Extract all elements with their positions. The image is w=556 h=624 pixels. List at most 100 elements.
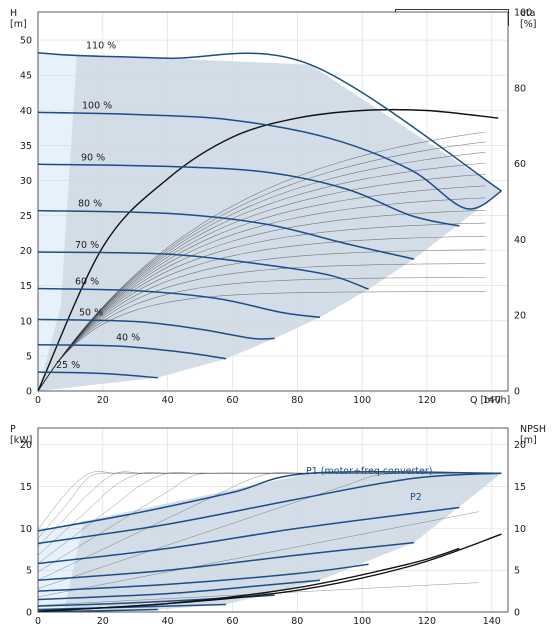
y-axis-label-right: eta [520, 8, 535, 19]
y-tick-label-right: 40 [514, 235, 526, 246]
efficiency-iso-curve [37, 263, 486, 392]
y-axis-label-left-unit: [kW] [10, 435, 32, 446]
x-tick-label: 140 [483, 395, 501, 406]
head-panel: 110 % 100 % 90 % 80 % 70 % 60 % 50 % 40 % 25 % 0 5… [10, 8, 536, 407]
speed-label: 110 % [86, 41, 116, 52]
efficiency-iso-curve [37, 197, 486, 392]
x-tick-label: 40 [162, 616, 174, 624]
y-tick-label-right: 15 [514, 482, 526, 493]
speed-label: 100 % [82, 100, 112, 111]
x-tick-label: 100 [353, 395, 371, 406]
speed-label: 40 % [116, 333, 140, 344]
y-tick-label-left: 5 [26, 351, 32, 362]
y-tick-label-right: 5 [514, 566, 520, 577]
speed-curve [37, 111, 502, 210]
speed-curve [37, 51, 502, 192]
power-curve [37, 563, 369, 592]
y-tick-label-left: 15 [20, 482, 32, 493]
npsh-curve [37, 547, 460, 612]
y-tick-label-right: 80 [514, 83, 526, 94]
efficiency-iso-curve [37, 291, 486, 392]
efficiency-iso-curve [37, 277, 486, 392]
y-tick-label-left: 30 [20, 176, 32, 187]
power-curve [37, 471, 502, 532]
power-iso-curve [37, 471, 479, 531]
efficiency-curve [37, 108, 499, 392]
efficiency-iso-curve [37, 131, 486, 392]
y-tick-label-left: 50 [20, 36, 32, 47]
y-tick-label-left: 45 [20, 71, 32, 82]
y-tick-label-left: 20 [20, 440, 32, 451]
plot-frame [37, 11, 509, 392]
power-curve [37, 608, 158, 613]
x-tick-label: 100 [353, 616, 371, 624]
y-tick-label-right: 60 [514, 159, 526, 170]
plot-frame [37, 427, 509, 613]
y-tick-label-right: 20 [514, 311, 526, 322]
y-tick-label-left: 0 [26, 387, 32, 398]
speed-label: 60 % [75, 277, 99, 288]
power-curve [37, 506, 460, 565]
speed-label: 25 % [56, 360, 80, 371]
x-tick-label: 20 [97, 395, 109, 406]
x-tick-label: 60 [226, 395, 238, 406]
power-curve [37, 594, 275, 607]
y-tick-label-left: 10 [20, 316, 32, 327]
x-tick-label: 140 [483, 616, 501, 624]
power-iso-curve [37, 511, 479, 598]
x-tick-label: 0 [35, 395, 41, 406]
y-axis-label-right: NPSH [520, 424, 546, 435]
x-tick-label: 120 [418, 616, 436, 624]
x-tick-label: 60 [226, 616, 238, 624]
power-curve [37, 579, 321, 601]
speed-label: 90 % [81, 152, 105, 163]
x-tick-label: 0 [35, 616, 41, 624]
x-tick-label: 40 [162, 395, 174, 406]
power-panel: P1 (motor+freq converter)P20510152005101… [10, 424, 546, 624]
speed-curve [37, 251, 369, 290]
low-flow-region-fill [38, 52, 77, 392]
speed-label: 70 % [75, 240, 99, 251]
x-tick-label: 120 [418, 395, 436, 406]
power-curve [37, 603, 227, 611]
efficiency-iso-curve [37, 141, 486, 392]
y-tick-label-left: 20 [20, 246, 32, 257]
y-axis-label-left: P [10, 424, 16, 435]
power-curve [37, 472, 502, 545]
y-tick-label-left: 5 [26, 566, 32, 577]
y-tick-label-left: 15 [20, 281, 32, 292]
speed-curve [37, 371, 158, 379]
speed-label: 80 % [78, 199, 102, 210]
speed-curve [37, 287, 321, 319]
efficiency-iso-curve [37, 209, 486, 392]
x-axis-label: Q [m³/h] [470, 395, 510, 406]
y-tick-label-left: 25 [20, 211, 32, 222]
efficiency-iso-curve [37, 249, 486, 392]
y-tick-label-right: 10 [514, 524, 526, 535]
operating-range-fill [38, 52, 502, 392]
efficiency-iso-curve [37, 222, 486, 392]
speed-label: 50 % [79, 307, 103, 318]
efficiency-iso-curve [37, 185, 486, 392]
speed-curve [37, 343, 227, 360]
efficiency-iso-curve [37, 173, 486, 392]
operating-range-fill [38, 473, 502, 612]
y-tick-label-right: 0 [514, 608, 520, 619]
series-label-p2: P2 [410, 492, 422, 503]
speed-curve [37, 318, 275, 340]
x-tick-label: 20 [97, 616, 109, 624]
efficiency-iso-curve [37, 235, 486, 392]
x-tick-label: 80 [291, 395, 303, 406]
power-curve [37, 541, 415, 581]
y-axis-label-right-unit: [m] [520, 435, 537, 446]
y-tick-label-left: 35 [20, 141, 32, 152]
y-axis-label-left-unit: [m] [10, 19, 27, 30]
speed-curve [37, 163, 460, 227]
y-axis-label-left: H [10, 8, 17, 19]
y-tick-label-left: 10 [20, 524, 32, 535]
efficiency-iso-curve [37, 152, 486, 392]
y-tick-label-right: 20 [514, 440, 526, 451]
series-label-p1: P1 (motor+freq converter) [306, 466, 433, 477]
speed-curve [37, 209, 415, 260]
